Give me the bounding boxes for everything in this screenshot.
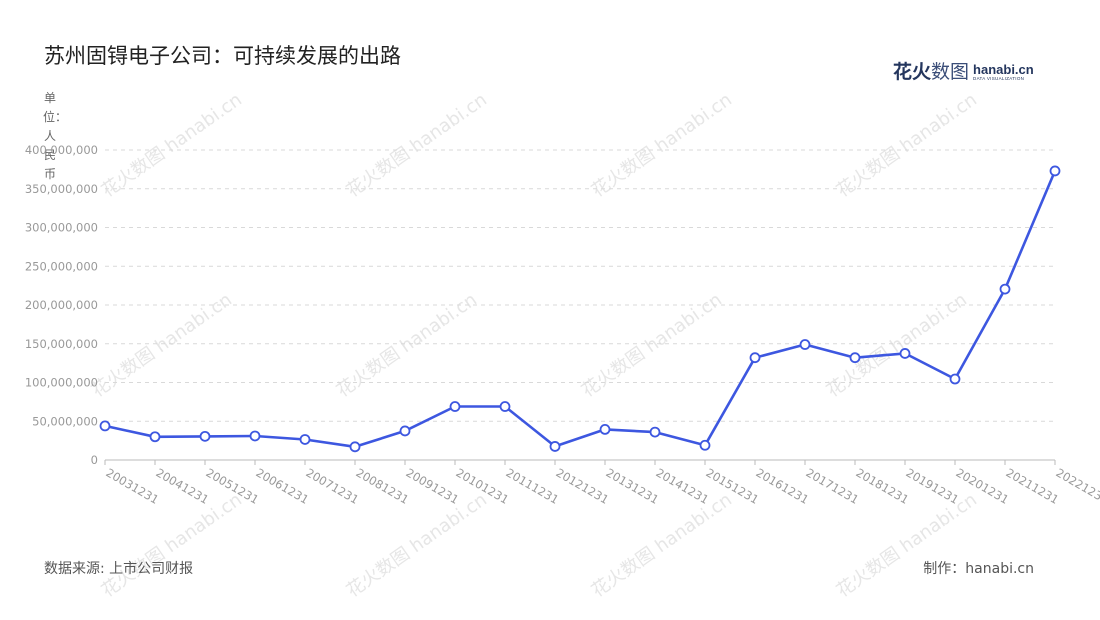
logo-cn-text: 花火数图 (893, 60, 970, 83)
data-point (699, 439, 711, 451)
y-axis-unit-label: 单位：人民币 (43, 91, 68, 181)
logo-en-text: hanabi.cn DATA VISUALIZATION (973, 61, 1034, 81)
x-tick-label: 20211231 (1004, 465, 1062, 506)
credit-note: 制作：hanabi.cn (923, 561, 1034, 577)
data-point (999, 283, 1011, 295)
data-points (99, 165, 1061, 453)
x-tick-label: 20031231 (104, 465, 162, 506)
x-tick-labels: 2003123120041231200512312006123120071231… (104, 465, 1100, 506)
data-point (649, 426, 661, 438)
x-tick-label: 20221231 (1054, 465, 1100, 506)
x-tick-label: 20191231 (904, 465, 962, 506)
y-tick-label: 200,000,000 (25, 298, 98, 312)
x-tick-label: 20061231 (254, 465, 312, 506)
y-tick-labels: 0 50,000,000 100,000,000 150,000,000 200,000… (25, 143, 98, 467)
y-tick-label: 400,000,000 (25, 143, 98, 157)
y-tick-label: 300,000,000 (25, 221, 98, 235)
grid-lines (105, 149, 1055, 422)
data-point (199, 430, 211, 442)
x-tick-label: 20131231 (604, 465, 662, 506)
x-tick-label: 20081231 (354, 465, 412, 506)
x-tick-label: 20121231 (554, 465, 612, 506)
hanabi-logo: 花火数图 hanabi.cn DATA VISUALIZATION (893, 58, 1034, 86)
data-point (849, 352, 861, 364)
y-tick-label: 350,000,000 (25, 182, 98, 196)
data-point (299, 434, 311, 445)
x-tick-label: 20141231 (654, 465, 712, 506)
x-tick-label: 20101231 (454, 465, 512, 506)
axes (104, 459, 1056, 465)
y-tick-label: 150,000,000 (25, 337, 98, 351)
x-tick-label: 20161231 (754, 465, 812, 506)
data-point (1049, 165, 1061, 177)
data-point (249, 430, 261, 442)
y-tick-label: 0 (91, 453, 98, 467)
x-tick-label: 20151231 (704, 465, 762, 506)
data-point (399, 425, 411, 437)
data-point (949, 373, 961, 385)
chart-title: 苏州固锝电子公司：可持续发展的出路 (44, 44, 401, 68)
x-tick-label: 20091231 (404, 465, 462, 506)
data-point (99, 420, 111, 432)
data-point (899, 348, 911, 359)
data-point (549, 441, 561, 452)
x-tick-label: 20201231 (954, 465, 1012, 506)
data-point (349, 441, 361, 453)
data-point (499, 401, 511, 412)
y-tick-label: 250,000,000 (25, 259, 98, 273)
x-tick-label: 20171231 (804, 465, 862, 506)
data-point (749, 352, 761, 364)
x-tick-label: 20071231 (304, 465, 362, 506)
data-point (599, 423, 611, 435)
data-point (449, 401, 461, 412)
x-tick-label: 20051231 (204, 465, 262, 506)
y-tick-label: 50,000,000 (32, 414, 98, 428)
series-line (104, 170, 1057, 449)
x-tick-label: 20181231 (854, 465, 912, 506)
data-point (799, 339, 811, 350)
data-source-note: 数据来源: 上市公司财报 (44, 561, 194, 577)
x-tick-label: 20041231 (154, 465, 212, 506)
y-tick-label: 100,000,000 (25, 376, 98, 390)
data-point (149, 431, 161, 443)
x-tick-label: 20111231 (504, 465, 562, 506)
